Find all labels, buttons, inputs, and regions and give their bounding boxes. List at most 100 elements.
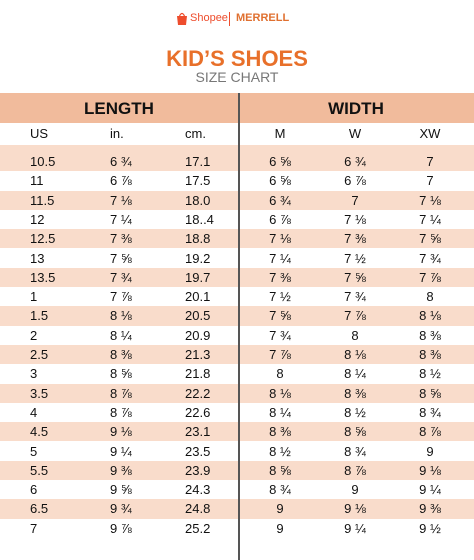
table-cell: 24.8: [185, 501, 211, 517]
table-cell: 2: [30, 327, 38, 343]
table-cell: 1.5: [30, 308, 49, 324]
column-header: W: [348, 126, 362, 141]
table-cell: 8: [426, 289, 434, 305]
table-cell: 20.9: [185, 327, 211, 343]
table-cell: 7: [426, 173, 434, 189]
table-cell: 9 ¼: [419, 482, 441, 498]
table-cell: 7 ⅞: [110, 289, 132, 305]
table-cell: 10.5: [30, 154, 56, 169]
title: KID’S SHOES: [166, 46, 308, 71]
table-cell: 8 ⅝: [419, 385, 441, 401]
table-cell: 7 ¾: [344, 289, 366, 305]
table-cell: 23.5: [185, 443, 211, 459]
brand-bar: Shopee MERRELL: [0, 9, 474, 29]
group-label: LENGTH: [84, 99, 154, 118]
table-cell: 8 ⅜: [110, 347, 132, 362]
table-cell: 9 ⅛: [344, 501, 366, 517]
table-cell: 8 ¾: [269, 482, 291, 498]
table-cell: 7: [351, 192, 359, 208]
table-cell: 6 ⅞: [344, 173, 366, 189]
table-cell: 12: [30, 211, 45, 227]
table-cell: 8 ⅝: [269, 462, 291, 478]
table-cell: 7 ¾: [110, 269, 132, 285]
table-cell: 8 ¾: [344, 443, 366, 459]
table-cell: 9 ⅜: [419, 501, 441, 517]
table-cell: 9 ⅛: [419, 462, 441, 478]
table-cell: 8: [351, 327, 359, 343]
table-cell: 18.0: [185, 192, 211, 208]
table-cell: 8 ½: [269, 443, 291, 459]
table-cell: 7 ½: [344, 250, 366, 266]
table-cell: 11.5: [30, 192, 55, 208]
stripe-row: [0, 267, 474, 288]
column-header: US: [30, 126, 49, 141]
table-cell: 7 ⅛: [344, 211, 366, 227]
group-header-bg: [0, 93, 474, 123]
table-cell: 7 ¼: [269, 250, 291, 266]
stripe-row: [0, 190, 474, 210]
table-cell: 7 ¼: [110, 211, 132, 227]
table-cell: 9: [276, 520, 284, 536]
table-cell: 3.5: [30, 385, 49, 401]
table-cell: 6 ⅞: [269, 211, 291, 227]
table-cell: 1: [30, 289, 38, 305]
table-cell: 8 ¾: [419, 404, 441, 420]
table-cell: 6 ¾: [344, 154, 366, 169]
table-cell: 6 ⅝: [269, 173, 291, 189]
table-cell: 7 ⅜: [110, 231, 132, 247]
table-cell: 6 ¾: [269, 192, 291, 208]
table-cell: 23.1: [185, 424, 211, 440]
table-cell: 8 ¼: [110, 327, 132, 343]
stripe-row: [0, 306, 474, 326]
table-cell: 13.5: [30, 269, 56, 285]
table-cell: 20.5: [185, 308, 211, 324]
table-cell: 9 ¼: [110, 443, 132, 459]
brand-merrell: MERRELL: [236, 12, 290, 24]
table-cell: 8 ⅛: [110, 308, 132, 324]
column-header: XW: [419, 126, 441, 141]
table-cell: 8 ⅞: [110, 385, 132, 401]
table-cell: 8 ⅞: [344, 462, 366, 478]
table-cell: 6 ¾: [110, 154, 132, 169]
stripe-row: [0, 152, 474, 172]
table-cell: 24.3: [185, 482, 211, 498]
shopee-icon: [177, 12, 187, 25]
table-cell: 8 ⅛: [344, 347, 366, 362]
table-cell: 17.5: [185, 173, 211, 189]
table-cell: 21.8: [185, 366, 211, 382]
table-cell: 21.3: [185, 347, 211, 362]
table-cell: 8 ½: [419, 366, 441, 382]
table-cell: 7 ¾: [269, 327, 291, 343]
table-cell: 8: [276, 366, 284, 382]
table-cell: 11: [30, 173, 44, 189]
table-cell: 9 ¼: [344, 520, 366, 536]
table-cell: 7 ⅞: [269, 347, 291, 362]
stripe-row: [0, 499, 474, 519]
table-cell: 8 ⅝: [110, 366, 132, 382]
table-cell: 9: [426, 443, 434, 459]
table-cell: 9 ⅞: [110, 520, 132, 536]
table-cell: 8 ½: [344, 404, 366, 420]
table-cell: 18.8: [185, 231, 211, 247]
table-cell: 8 ¼: [269, 404, 291, 420]
table-cell: 7 ⅜: [344, 231, 366, 247]
table-cell: 7: [30, 520, 38, 536]
table-cell: 9 ⅜: [110, 462, 132, 478]
table-cell: 6 ⅞: [110, 173, 132, 189]
table-cell: 9 ½: [419, 520, 441, 536]
table-cell: 9 ⅝: [110, 482, 132, 498]
table-cell: 7 ⅜: [269, 269, 291, 285]
table-cell: 6: [30, 482, 38, 498]
stripe-row: [0, 460, 474, 481]
table-cell: 7 ¾: [419, 250, 441, 266]
column-header: M: [274, 126, 286, 141]
table-cell: 8 ¼: [344, 366, 366, 382]
table-cell: 8 ⅜: [269, 424, 291, 440]
table-cell: 8 ⅜: [419, 327, 441, 343]
table-cell: 7 ½: [269, 289, 291, 305]
stripe-row: [0, 345, 474, 365]
table-cell: 7 ⅛: [419, 192, 441, 208]
table-cell: 9 ¾: [110, 501, 132, 517]
table-cell: 7 ⅝: [419, 231, 441, 247]
